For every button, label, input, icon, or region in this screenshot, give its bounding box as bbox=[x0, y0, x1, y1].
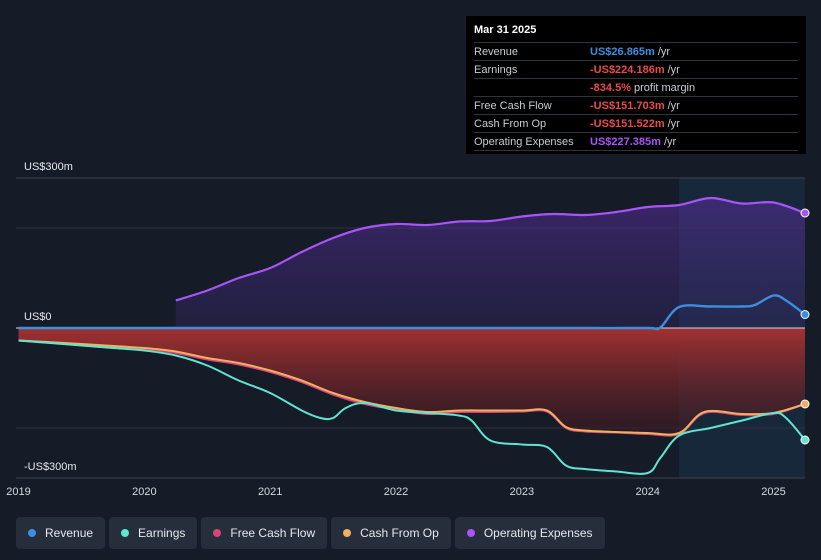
legend-dot-icon bbox=[343, 529, 352, 537]
tooltip-value: -US$151.522m bbox=[590, 117, 665, 130]
legend-item-revenue[interactable]: Revenue bbox=[16, 517, 106, 549]
operating-expenses-end-marker[interactable] bbox=[800, 208, 810, 218]
revenue-line bbox=[18, 294, 806, 331]
earnings-line bbox=[18, 339, 806, 475]
tooltip-unit: /yr bbox=[657, 45, 671, 58]
x-axis-ticks: 2019 2020 2021 2022 2023 2024 2025 bbox=[6, 486, 786, 498]
operating-expenses-area bbox=[175, 197, 806, 328]
tooltip-row-free-cash-flow: Free Cash Flow -US$151.703m /yr bbox=[474, 96, 798, 114]
tooltip-panel: Mar 31 2025 Revenue US$26.865m /yr Earni… bbox=[466, 16, 806, 154]
tooltip-label: Operating Expenses bbox=[474, 135, 574, 148]
tooltip-label: Free Cash Flow bbox=[474, 99, 552, 112]
tooltip-row-revenue: Revenue US$26.865m /yr bbox=[474, 42, 798, 60]
legend-label: Free Cash Flow bbox=[230, 526, 316, 540]
tooltip-row-earnings: Earnings -US$224.186m /yr bbox=[474, 60, 798, 78]
x-tick-label-2019: 2019 bbox=[6, 486, 30, 498]
free-cash-flow-area bbox=[18, 328, 805, 436]
tooltip-label: Earnings bbox=[474, 63, 518, 76]
legend-dot-icon bbox=[121, 529, 130, 537]
y-axis-zero-label: US$0 bbox=[24, 311, 52, 323]
revenue-end-marker[interactable] bbox=[800, 310, 810, 319]
x-tick-label-2022: 2022 bbox=[384, 486, 408, 498]
legend-label: Cash From Op bbox=[360, 526, 439, 540]
tooltip-row-cash-from-op: Cash From Op -US$151.522m /yr bbox=[474, 114, 798, 132]
tooltip-unit: /yr bbox=[667, 117, 680, 130]
x-tick-label-2020: 2020 bbox=[132, 486, 156, 498]
legend-dot-icon bbox=[28, 529, 36, 537]
tooltip-unit: /yr bbox=[667, 63, 680, 76]
legend-item-free-cash-flow[interactable]: Free Cash Flow bbox=[201, 517, 328, 549]
y-axis-top-label: US$300m bbox=[24, 161, 73, 173]
tooltip-row-profit-margin: -834.5% profit margin bbox=[474, 78, 798, 96]
tooltip-row-operating-expenses: Operating Expenses US$227.385m /yr bbox=[474, 132, 798, 151]
tooltip-unit: /yr bbox=[667, 99, 680, 112]
chart-svg: US$300m US$0 -US$300m 2019 2020 2021 2022 20… bbox=[6, 161, 810, 498]
x-tick-label-2024: 2024 bbox=[635, 486, 659, 498]
tooltip-unit: /yr bbox=[663, 135, 677, 148]
tooltip-date: Mar 31 2025 bbox=[474, 24, 537, 36]
operating-expenses-line bbox=[175, 196, 806, 302]
legend-dot-icon bbox=[466, 529, 475, 537]
legend-item-operating-expenses[interactable]: Operating Expenses bbox=[454, 517, 605, 549]
x-tick-label-2025: 2025 bbox=[761, 486, 785, 498]
tooltip-unit: profit margin bbox=[633, 81, 696, 94]
x-tick-label-2021: 2021 bbox=[258, 486, 282, 498]
legend: Revenue Earnings Free Cash Flow Cash Fro… bbox=[16, 517, 605, 549]
earnings-end-marker[interactable] bbox=[800, 435, 810, 445]
y-axis-bottom-label: -US$300m bbox=[24, 461, 77, 473]
legend-label: Operating Expenses bbox=[483, 526, 593, 540]
legend-dot-icon bbox=[213, 529, 222, 537]
tooltip-value: -US$151.703m bbox=[590, 99, 665, 112]
legend-item-earnings[interactable]: Earnings bbox=[109, 517, 198, 549]
tooltip-value: US$227.385m bbox=[590, 135, 661, 148]
tooltip-label: Cash From Op bbox=[474, 117, 547, 130]
legend-item-cash-from-op[interactable]: Cash From Op bbox=[331, 517, 451, 549]
cash-from-op-line bbox=[18, 339, 806, 436]
tooltip-label: Revenue bbox=[474, 45, 519, 58]
legend-label: Revenue bbox=[45, 526, 94, 540]
cash-from-op-end-marker[interactable] bbox=[800, 399, 810, 409]
x-tick-label-2023: 2023 bbox=[510, 486, 534, 498]
tooltip-value: -834.5% bbox=[590, 81, 631, 94]
tooltip-value: US$26.865m bbox=[590, 45, 655, 58]
tooltip-value: -US$224.186m bbox=[590, 63, 665, 76]
legend-label: Earnings bbox=[138, 526, 186, 540]
